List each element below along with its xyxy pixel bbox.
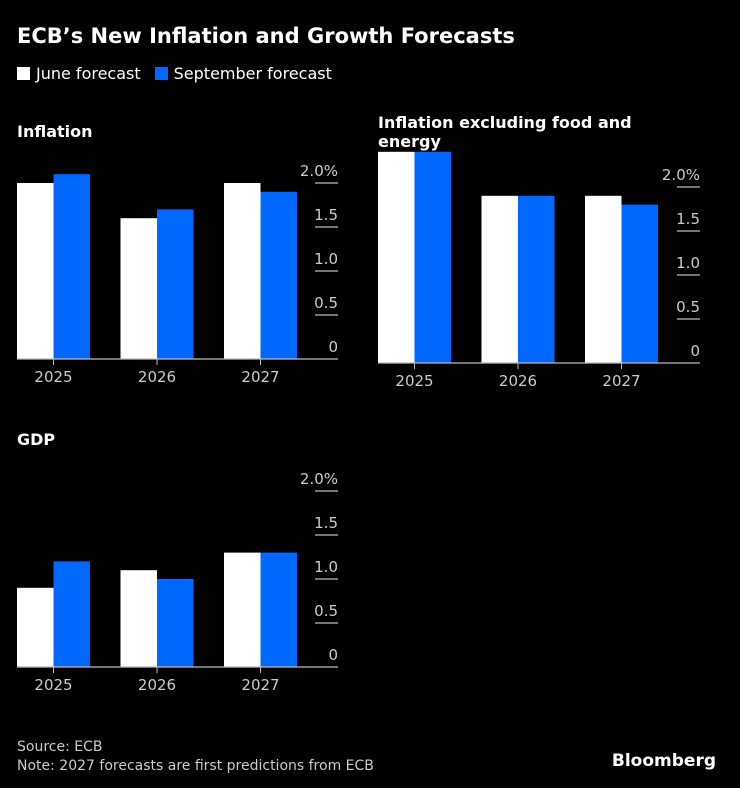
bar-2025-june — [17, 587, 54, 667]
bar-2027-june — [224, 552, 261, 667]
bar-2026-september — [157, 579, 194, 667]
y-tick-label: 1.0 — [314, 250, 338, 268]
bar-2027-june — [224, 183, 261, 359]
legend-label-september: September forecast — [173, 64, 332, 83]
bar-2026-september — [157, 209, 194, 359]
bar-2025-september — [53, 561, 90, 667]
y-tick-label: 2.0% — [300, 162, 338, 180]
bar-2027-september — [260, 191, 297, 359]
bar-2025-june — [17, 183, 54, 359]
bloomberg-logo: Bloomberg — [611, 751, 716, 771]
x-tick-label: 2026 — [138, 368, 176, 386]
y-tick-label: 0 — [690, 342, 700, 360]
y-tick-label: 0 — [328, 338, 338, 356]
y-tick-label: 0.5 — [314, 602, 338, 620]
y-tick-label: 1.5 — [314, 206, 338, 224]
x-tick-label: 2027 — [241, 676, 279, 694]
legend: June forecast September forecast — [17, 64, 332, 83]
footer: Source: ECB Note: 2027 forecasts are fir… — [17, 738, 374, 776]
x-tick-label: 2026 — [499, 372, 537, 390]
footnote: Note: 2027 forecasts are first predictio… — [17, 758, 374, 774]
legend-swatch-june — [17, 67, 30, 80]
y-tick-label: 0.5 — [314, 294, 338, 312]
y-tick-label: 0.5 — [676, 298, 700, 316]
y-tick-label: 2.0% — [300, 470, 338, 488]
bar-2026-june — [120, 218, 157, 359]
x-tick-label: 2025 — [395, 372, 433, 390]
x-tick-label: 2026 — [138, 676, 176, 694]
panel-title-core: Inflation excluding food and energy — [378, 113, 632, 151]
bar-2026-june — [120, 570, 157, 667]
panel-title-gdp: GDP — [17, 430, 56, 449]
x-tick-label: 2027 — [241, 368, 279, 386]
bar-2025-september — [414, 151, 451, 363]
panel-title-inflation: Inflation — [17, 122, 93, 141]
y-tick-label: 1.0 — [676, 254, 700, 272]
legend-label-june: June forecast — [36, 64, 141, 83]
legend-swatch-september — [154, 67, 168, 80]
bar-2025-september — [53, 174, 90, 359]
source-note: Source: ECB — [17, 739, 103, 755]
bar-2027-september — [621, 204, 658, 363]
x-tick-label: 2025 — [34, 676, 72, 694]
bar-2026-september — [518, 195, 555, 363]
y-tick-label: 0 — [328, 646, 338, 664]
bar-2026-june — [481, 195, 518, 363]
bar-2027-june — [585, 195, 622, 363]
x-tick-label: 2027 — [602, 372, 640, 390]
legend-june: June forecast — [17, 64, 141, 83]
y-tick-label: 2.0% — [662, 166, 700, 184]
y-tick-label: 1.5 — [314, 514, 338, 532]
legend-september: September forecast — [154, 64, 332, 83]
y-tick-label: 1.5 — [676, 210, 700, 228]
bar-2027-september — [260, 552, 297, 667]
bar-2025-june — [378, 151, 415, 363]
chart-title: ECB’s New Inflation and Growth Forecasts — [17, 24, 515, 48]
x-tick-label: 2025 — [34, 368, 72, 386]
y-tick-label: 1.0 — [314, 558, 338, 576]
